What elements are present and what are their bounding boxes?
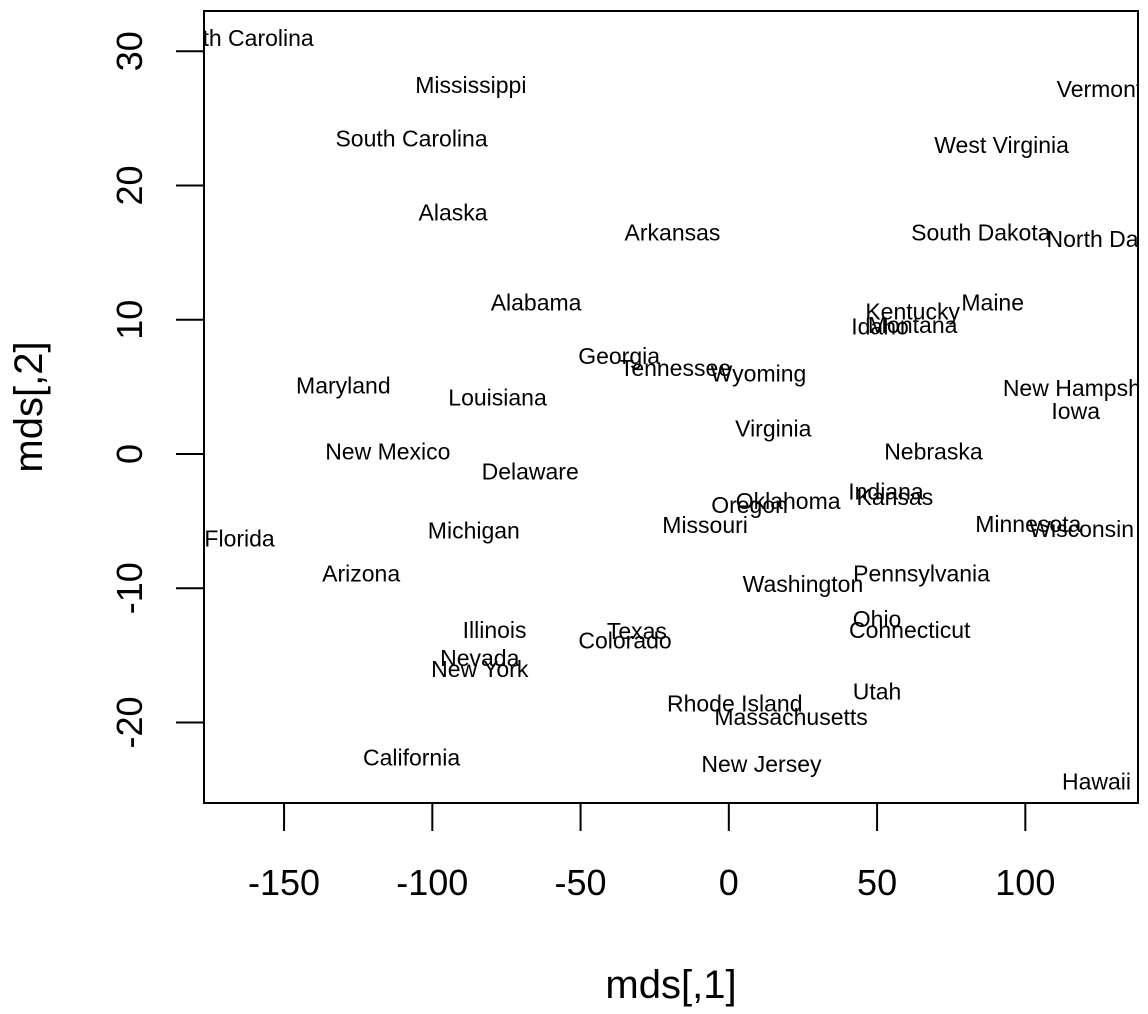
x-tick-label: 50 xyxy=(857,862,897,903)
point-label: Missouri xyxy=(662,512,748,538)
point-label: New Jersey xyxy=(701,751,822,777)
point-label: Tennessee xyxy=(620,355,731,381)
point-label: North Dakota xyxy=(1047,226,1148,252)
point-label: Maine xyxy=(961,289,1024,315)
point-label: Wyoming xyxy=(711,360,807,386)
point-label: New Mexico xyxy=(325,438,450,464)
point-label: South Carolina xyxy=(335,126,487,152)
point-label: New York xyxy=(431,656,529,682)
point-label: Utah xyxy=(853,679,902,705)
point-labels: North Carolina Mississippi South Carolina A… xyxy=(165,25,1148,795)
y-tick-label: 10 xyxy=(109,300,150,340)
point-label: Michigan xyxy=(428,517,520,543)
x-tick-label: -150 xyxy=(248,862,320,903)
point-label: Delaware xyxy=(482,458,579,484)
point-label: Wisconsin xyxy=(1029,516,1134,542)
point-label: Kansas xyxy=(857,484,934,510)
point-label: Hawaii xyxy=(1062,769,1131,795)
point-label: Texas xyxy=(607,618,667,644)
point-label: California xyxy=(363,744,460,770)
y-tick-label: 0 xyxy=(109,444,150,464)
point-label: Arkansas xyxy=(625,219,721,245)
point-label: Oregon xyxy=(711,492,788,518)
point-label: Idaho xyxy=(851,313,909,339)
x-axis-title: mds[,1] xyxy=(605,963,736,1007)
point-label: Florida xyxy=(204,526,275,552)
y-tick-label: -10 xyxy=(109,562,150,614)
point-label: Alabama xyxy=(491,289,582,315)
point-label: Rhode Island xyxy=(667,691,803,717)
point-label: Georgia xyxy=(578,343,660,369)
point-label: Ohio xyxy=(853,606,902,632)
point-label: Vermont xyxy=(1057,76,1143,102)
point-label: Mississippi xyxy=(415,72,526,98)
point-label: Nevada xyxy=(440,645,519,671)
point-label: Colorado xyxy=(578,628,671,654)
y-tick-label: 30 xyxy=(109,31,150,71)
x-tick-label: 0 xyxy=(719,862,739,903)
y-axis: -20 -10 0 10 20 30 xyxy=(109,31,205,748)
point-label: Alaska xyxy=(419,199,488,225)
point-label: Iowa xyxy=(1051,398,1100,424)
point-label: South Dakota xyxy=(911,219,1051,245)
y-tick-label: 20 xyxy=(109,165,150,205)
x-tick-label: -100 xyxy=(396,862,468,903)
point-label: Massachusetts xyxy=(714,704,867,730)
point-label: Connecticut xyxy=(849,617,971,643)
point-label: Arizona xyxy=(322,560,400,586)
point-label: Pennsylvania xyxy=(853,560,990,586)
point-label: Illinois xyxy=(463,617,527,643)
point-label: Indiana xyxy=(848,479,924,505)
point-label: Washington xyxy=(743,571,864,597)
point-label: West Virginia xyxy=(934,132,1069,158)
point-label: Virginia xyxy=(735,415,811,441)
point-label: Oklahoma xyxy=(736,488,841,514)
x-axis: -150 -100 -50 0 50 100 xyxy=(248,802,1055,903)
x-tick-label: 100 xyxy=(995,862,1055,903)
point-label: New Hampshire xyxy=(1003,375,1148,401)
point-label: North Carolina xyxy=(165,25,313,51)
point-label: Montana xyxy=(868,312,958,338)
y-tick-label: -20 xyxy=(109,696,150,748)
point-label: Maryland xyxy=(296,373,391,399)
y-axis-title: mds[,2] xyxy=(7,341,51,472)
point-label: Kentucky xyxy=(865,299,960,325)
x-tick-label: -50 xyxy=(555,862,607,903)
point-label: Minnesota xyxy=(975,511,1081,537)
point-label: Louisiana xyxy=(448,385,547,411)
point-label: Nebraska xyxy=(884,438,983,464)
